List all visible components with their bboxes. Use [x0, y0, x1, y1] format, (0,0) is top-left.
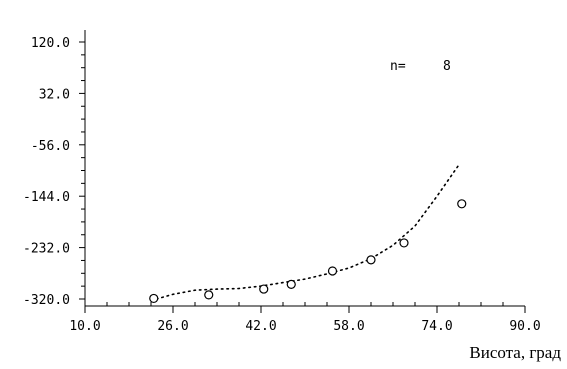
x-tick-label: 90.0 [509, 319, 540, 334]
y-tick-label: -232.0 [23, 242, 70, 257]
y-tick-label: -320.0 [23, 293, 70, 308]
x-tick-label: 10.0 [69, 319, 100, 334]
n-annotation: n= 8 [390, 59, 451, 74]
data-point [259, 284, 269, 294]
data-point [327, 266, 338, 276]
x-tick-label: 42.0 [245, 319, 276, 334]
x-axis-title: Висота, град [469, 343, 561, 362]
y-tick-label: -56.0 [31, 139, 70, 154]
data-point [457, 199, 467, 209]
n-label: n= [390, 59, 406, 74]
axes: 120.0 32.0 -56.0 -144.0 -232.0 -320.0 10.0 26.0… [23, 30, 541, 334]
fit-curve [155, 163, 460, 300]
n-value: 8 [443, 59, 451, 74]
x-tick-label: 74.0 [421, 319, 452, 334]
data-point [149, 293, 159, 304]
data-points [149, 199, 467, 304]
data-point [286, 279, 296, 289]
fit-curve-group [155, 163, 460, 300]
data-point [204, 290, 214, 300]
y-tick-label: -144.0 [23, 190, 70, 205]
x-tick-label: 58.0 [333, 319, 364, 334]
x-tick-label: 26.0 [157, 319, 188, 334]
y-tick-label: 32.0 [39, 87, 70, 102]
y-tick-label: 120.0 [31, 36, 70, 51]
data-point [366, 255, 376, 265]
data-point [399, 238, 409, 248]
